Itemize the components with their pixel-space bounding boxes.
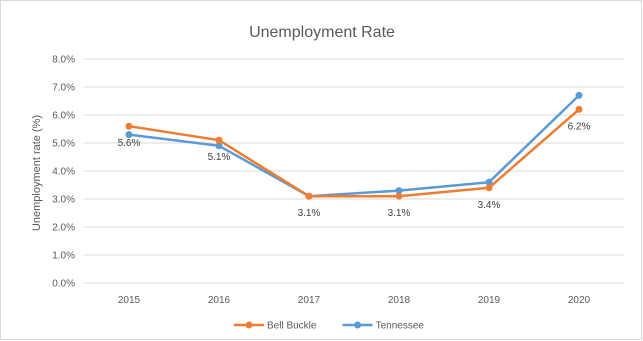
data-label: 5.1%	[208, 152, 231, 163]
y-tick-label: 4.0%	[52, 167, 75, 178]
data-label: 5.6%	[118, 138, 141, 149]
data-point	[575, 105, 583, 113]
data-label: 3.4%	[478, 200, 501, 211]
legend-item: Tennessee	[342, 321, 425, 332]
series-bell-buckle	[125, 105, 583, 200]
x-tick-label: 2019	[478, 295, 501, 306]
y-tick-label: 1.0%	[52, 251, 75, 262]
y-tick-label: 5.0%	[52, 139, 75, 150]
y-axis-ticks: 0.0% 1.0% 2.0% 3.0% 4.0% 5.0% 6.0% 7.0% 8.0%	[52, 55, 75, 290]
legend-item: Bell Buckle	[234, 321, 317, 332]
data-point	[395, 187, 403, 195]
data-label: 6.2%	[568, 121, 591, 132]
x-tick-label: 2016	[208, 295, 231, 306]
data-label: 3.1%	[388, 208, 411, 219]
x-tick-label: 2017	[298, 295, 321, 306]
data-point	[125, 131, 133, 139]
x-axis-ticks: 2015 2016 2017 2018 2019 2020	[118, 295, 591, 306]
x-tick-label: 2018	[388, 295, 411, 306]
chart-title: Unemployment Rate	[249, 24, 395, 41]
legend-label: Tennessee	[376, 321, 425, 332]
data-point	[305, 192, 313, 200]
data-point	[215, 142, 223, 150]
data-label: 3.1%	[298, 208, 321, 219]
data-labels: 5.6% 5.1% 3.1% 3.1% 3.4% 6.2%	[118, 121, 591, 219]
legend-marker	[245, 321, 253, 329]
legend-label: Bell Buckle	[267, 321, 317, 332]
series-line	[128, 108, 580, 198]
legend: Bell Buckle Tennessee	[234, 321, 424, 332]
series-layer	[125, 91, 583, 200]
data-point	[575, 91, 583, 99]
x-tick-label: 2015	[118, 295, 141, 306]
legend-marker	[354, 321, 362, 329]
gridlines	[84, 58, 624, 284]
data-point	[395, 192, 403, 200]
y-tick-label: 8.0%	[52, 55, 75, 66]
data-point	[215, 136, 223, 144]
data-point	[485, 184, 493, 192]
y-tick-label: 3.0%	[52, 195, 75, 206]
x-tick-label: 2020	[568, 295, 591, 306]
y-tick-label: 7.0%	[52, 83, 75, 94]
y-tick-label: 6.0%	[52, 111, 75, 122]
y-axis-title: Unemployment rate (%)	[31, 115, 43, 231]
y-tick-label: 0.0%	[52, 279, 75, 290]
series-line	[128, 94, 580, 198]
y-tick-label: 2.0%	[52, 223, 75, 234]
data-point	[125, 122, 133, 130]
series-tennessee	[125, 91, 583, 200]
data-point	[485, 178, 493, 186]
